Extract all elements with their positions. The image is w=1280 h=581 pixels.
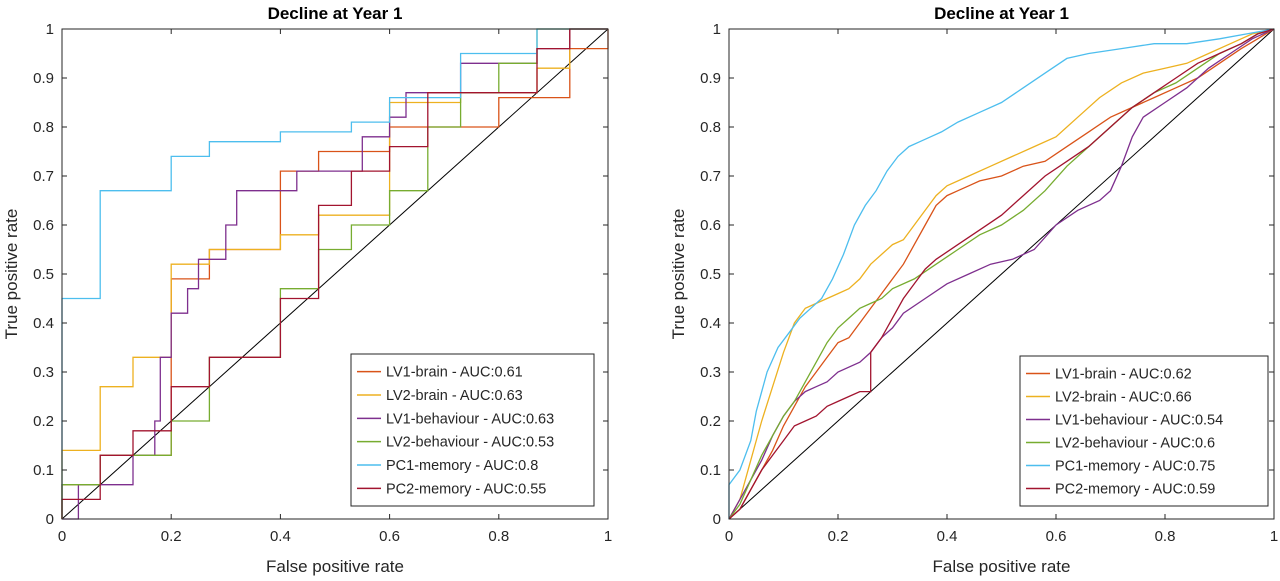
x-tick-label: 0.6: [379, 528, 400, 545]
x-tick-label: 1: [1270, 528, 1278, 545]
y-tick-label: 0: [46, 511, 54, 528]
series-line-6: [728, 28, 1275, 520]
axis-ticks: 0 0.2 0.4 0.6 0.8 1 0 0.1 0.2 0.3 0.4 0.5 0.6 0.7 0.8 0…: [700, 21, 1278, 545]
x-tick-label: 0.6: [1046, 528, 1067, 545]
y-tick-label: 0.6: [700, 217, 721, 234]
legend-label: LV2-behaviour - AUC:0.53: [386, 435, 554, 451]
legend: LV1-brain - AUC:0.62 LV2-brain - AUC:0.66…: [1019, 355, 1269, 507]
y-tick-label: 0.3: [700, 364, 721, 381]
series-line-4: [728, 28, 1275, 520]
legend-box: [1019, 355, 1269, 507]
legend-label: PC2-memory - AUC:0.59: [1055, 482, 1215, 498]
y-tick-label: 1: [46, 21, 54, 38]
y-tick-label: 0.1: [700, 462, 721, 479]
series-line-5: [61, 28, 608, 519]
legend-label: PC1-memory - AUC:0.75: [1055, 459, 1215, 475]
axis-ticks: 0 0.2 0.4 0.6 0.8 1 0 0.1 0.2 0.3 0.4 0.5 0.6 0.7 0.8 0…: [33, 21, 612, 545]
y-tick-label: 0.9: [33, 70, 54, 87]
y-tick-label: 0.5: [700, 266, 721, 283]
chart-right: 0 0.2 0.4 0.6 0.8 1 0 0.1 0.2 0.3 0.4 0.5 0.6 0.7 0.8 0…: [669, 4, 1278, 576]
diagonal-reference-line: [728, 28, 1275, 520]
legend-label: LV2-brain - AUC:0.66: [1055, 390, 1192, 406]
series-line-5: [728, 28, 1275, 519]
y-tick-label: 0.6: [33, 217, 54, 234]
legend-label: LV1-behaviour - AUC:0.63: [386, 411, 554, 427]
y-tick-label: 0.2: [700, 413, 721, 430]
legend: LV1-brain - AUC:0.61 LV2-brain - AUC:0.63…: [350, 353, 595, 507]
legend-label: LV1-brain - AUC:0.61: [386, 365, 523, 381]
y-tick-label: 0.3: [33, 364, 54, 381]
x-axis-label: False positive rate: [933, 557, 1071, 576]
y-tick-label: 0.5: [33, 266, 54, 283]
diagonal-reference-line: [61, 28, 609, 520]
x-tick-label: 0.4: [937, 528, 958, 545]
y-tick-label: 0.8: [33, 119, 54, 136]
y-tick-label: 1: [713, 21, 721, 38]
y-tick-label: 0.4: [33, 315, 54, 332]
chart-title: Decline at Year 1: [934, 4, 1069, 23]
legend-label: LV2-brain - AUC:0.63: [386, 388, 523, 404]
x-tick-label: 0.2: [161, 528, 182, 545]
y-tick-label: 0.4: [700, 315, 721, 332]
y-axis-label: True positive rate: [669, 209, 688, 340]
y-tick-label: 0.8: [700, 119, 721, 136]
series-line-6: [61, 28, 608, 519]
chart-title: Decline at Year 1: [268, 4, 403, 23]
legend-label: PC1-memory - AUC:0.8: [386, 458, 538, 474]
legend-label: LV2-behaviour - AUC:0.6: [1055, 436, 1215, 452]
x-tick-label: 0: [58, 528, 66, 545]
plot-marks: [61, 28, 609, 520]
chart-left: 0 0.2 0.4 0.6 0.8 1 0 0.1 0.2 0.3 0.4 0.5 0.6 0.7 0.8 0…: [2, 4, 612, 576]
series-line-1: [728, 28, 1275, 520]
legend-label: LV1-behaviour - AUC:0.54: [1055, 413, 1223, 429]
x-tick-label: 0: [725, 528, 733, 545]
y-tick-label: 0.7: [33, 168, 54, 185]
y-tick-label: 0: [713, 511, 721, 528]
legend-label: LV1-brain - AUC:0.62: [1055, 367, 1192, 383]
x-tick-label: 0.2: [828, 528, 849, 545]
x-tick-label: 1: [604, 528, 612, 545]
legend-label: PC2-memory - AUC:0.55: [386, 481, 546, 497]
y-tick-label: 0.2: [33, 413, 54, 430]
legend-box: [350, 353, 595, 507]
x-tick-label: 0.4: [270, 528, 291, 545]
x-tick-label: 0.8: [488, 528, 509, 545]
y-axis-label: True positive rate: [2, 209, 21, 340]
y-tick-label: 0.1: [33, 462, 54, 479]
y-tick-label: 0.9: [700, 70, 721, 87]
x-tick-label: 0.8: [1155, 528, 1176, 545]
x-axis-label: False positive rate: [266, 557, 404, 576]
y-tick-label: 0.7: [700, 168, 721, 185]
